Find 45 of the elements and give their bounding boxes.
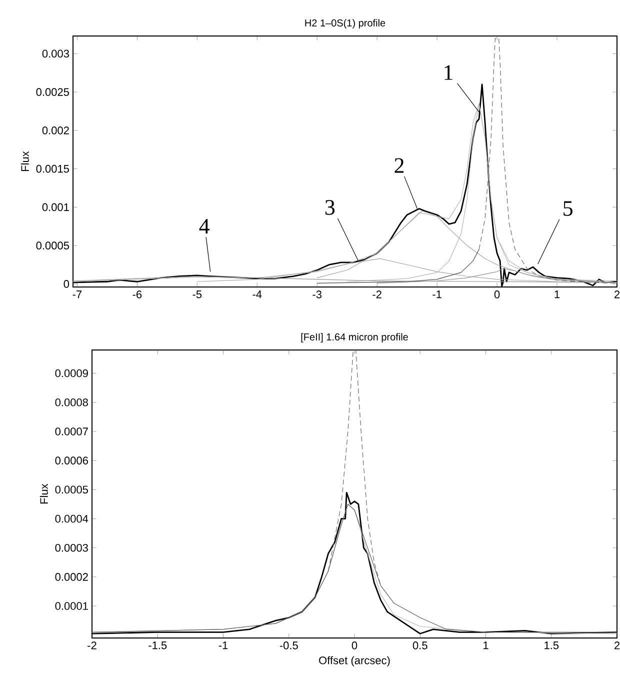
y-axis-title: Flux: [20, 151, 29, 171]
y-tick-label: 0.002: [42, 126, 69, 134]
x-tick-label: -6: [132, 290, 142, 298]
annotation: 2: [394, 158, 404, 173]
x-tick-label: -5: [192, 290, 202, 298]
y-tick-label: 0: [64, 280, 70, 288]
x-tick-label: 0: [494, 290, 500, 298]
x-tick-label: 0: [352, 642, 358, 650]
y-tick-label: 0.0003: [55, 544, 88, 552]
x-tick-label: -1.5: [148, 642, 167, 650]
x-tick-label: 1: [554, 290, 560, 298]
annotation: 3: [325, 200, 335, 215]
x-tick-label: 2: [614, 642, 620, 650]
chart-title: [FeII] 1.64 micron profile: [301, 333, 408, 342]
y-tick-label: 0.0001: [55, 602, 88, 610]
y-tick-label: 0.0004: [55, 514, 88, 523]
annotation: 5: [564, 201, 572, 216]
annotation: 1: [444, 65, 452, 80]
y-tick-label: 0.0008: [55, 398, 88, 406]
x-tick-label: -2: [88, 642, 96, 650]
y-tick-label: 0.0005: [36, 242, 69, 250]
x-tick-label: 2: [614, 290, 620, 298]
x-tick-label: -0.5: [280, 642, 298, 650]
x-tick-label: -1: [432, 290, 442, 298]
annotation: 4: [199, 219, 210, 234]
y-tick-label: 0.0009: [55, 369, 88, 378]
y-tick-label: 0.003: [42, 50, 69, 58]
y-tick-label: 0.0025: [36, 88, 69, 96]
x-tick-label: -1: [218, 642, 228, 650]
y-tick-label: 0.0006: [55, 456, 88, 464]
y-axis-title: Flux: [40, 484, 48, 504]
x-tick-label: -2: [372, 290, 382, 298]
x-tick-label: -4: [252, 290, 262, 298]
x-tick-label: 1.5: [544, 642, 559, 650]
y-tick-label: 0.0015: [36, 164, 69, 173]
x-tick-label: -3: [312, 290, 322, 298]
x-axis-title: Offset (arcsec): [319, 656, 390, 666]
x-tick-label: 0.5: [412, 642, 428, 650]
y-tick-label: 0.0002: [55, 573, 88, 581]
y-tick-label: 0.0007: [55, 428, 88, 436]
chart-title: H2 1–0S(1) profile: [305, 19, 386, 28]
y-tick-label: 0.001: [42, 203, 69, 212]
x-tick-label: 1: [484, 642, 488, 650]
y-tick-label: 0.0005: [55, 486, 88, 494]
x-tick-label: -7: [72, 290, 82, 298]
